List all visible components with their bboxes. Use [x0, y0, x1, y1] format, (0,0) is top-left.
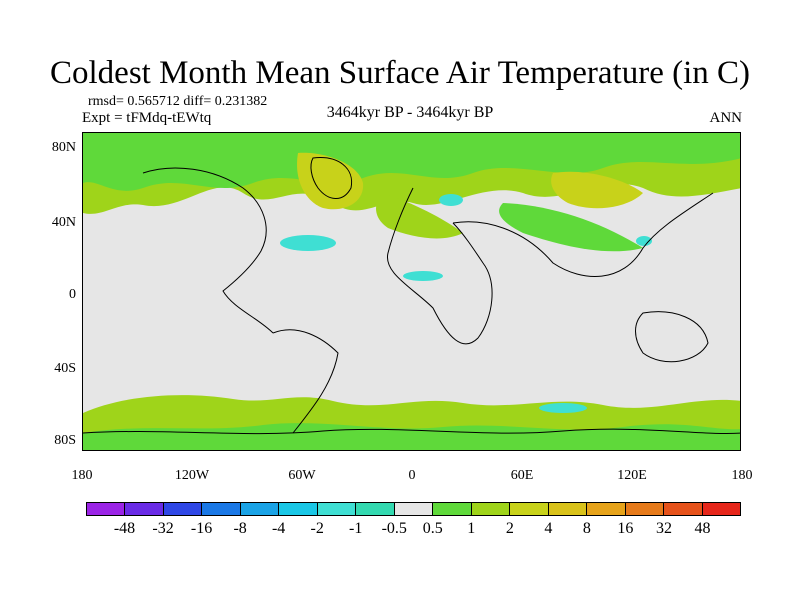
japan-cool-spot — [636, 236, 652, 246]
colorbar-label: -32 — [152, 520, 174, 537]
colorbar-label: -8 — [233, 520, 247, 537]
colorbar-label: -48 — [113, 520, 136, 537]
colorbar-swatch — [125, 503, 164, 515]
plot-title: Coldest Month Mean Surface Air Temperatu… — [50, 55, 750, 91]
colorbar-swatch — [87, 503, 126, 515]
coastlines — [83, 157, 740, 435]
map-canvas — [83, 133, 740, 450]
colorbar-label: -1 — [349, 520, 363, 537]
europe-band — [376, 193, 463, 239]
stats-label: rmsd= 0.565712 diff= 0.231382 — [88, 94, 268, 109]
colorbar-swatch — [664, 503, 703, 515]
map-panel — [82, 132, 741, 451]
colorbar-label: 32 — [655, 520, 672, 537]
atlantic-cool-spot — [280, 235, 336, 251]
y-tick-label-80s: 80S — [54, 433, 76, 448]
x-tick-label-120e: 120E — [617, 468, 647, 483]
colorbar-swatch — [356, 503, 395, 515]
colorbar-swatch — [471, 503, 511, 515]
antarctica-coast — [83, 428, 740, 435]
europe-africa-coast — [387, 187, 493, 345]
x-tick-label-60w: 60W — [288, 468, 316, 483]
x-tick-label-180w: 180 — [71, 468, 93, 483]
colorbar-label: -16 — [190, 520, 213, 537]
colorbar-label: 48 — [694, 520, 711, 537]
colorbar-swatch — [433, 503, 472, 515]
y-tick-label-40n: 40N — [51, 215, 76, 230]
season-label: ANN — [709, 110, 743, 126]
colorbar-swatch — [240, 503, 280, 515]
colorbar-swatch — [317, 503, 357, 515]
y-tick-label-80n: 80N — [51, 140, 76, 155]
x-tick-label-0: 0 — [408, 468, 416, 483]
colorbar-label: -0.5 — [381, 520, 407, 537]
colorbar-swatch — [202, 503, 241, 515]
colorbar-swatch — [587, 503, 626, 515]
y-tick-label-40s: 40S — [54, 361, 76, 376]
colorbar-label: 4 — [544, 520, 553, 537]
colorbar-swatch — [163, 503, 203, 515]
asia-cool-spot — [439, 194, 463, 206]
north-america-coast — [142, 167, 274, 334]
colorbar-swatch — [548, 503, 588, 515]
colorbar-swatch — [279, 503, 318, 515]
y-tick-label-0: 0 — [69, 287, 76, 302]
colorbar-label: 1 — [467, 520, 476, 537]
australia-coast — [635, 311, 709, 363]
colorbar-swatch — [702, 503, 740, 515]
colorbar-label: -2 — [310, 520, 324, 537]
arctic-green-patches — [83, 133, 740, 191]
colorbar-label: 8 — [582, 520, 591, 537]
africa-cool-spot — [403, 271, 443, 281]
colorbar-swatch — [625, 503, 665, 515]
experiment-label: Expt = tFMdq-tEWtq — [82, 110, 212, 126]
x-tick-label-180e: 180 — [731, 468, 753, 483]
greenland-warm-patch — [297, 152, 364, 210]
colorbar-swatch — [394, 503, 434, 515]
colorbar-label: 2 — [505, 520, 514, 537]
colorbar-label: 16 — [617, 520, 634, 537]
x-tick-label-120w: 120W — [174, 468, 210, 483]
siberia-warm-patch — [551, 171, 643, 209]
asia-coast — [452, 192, 714, 277]
greenland-coast — [310, 157, 353, 199]
x-tick-label-60e: 60E — [510, 468, 534, 483]
colorbar-swatch — [510, 503, 549, 515]
south-america-coast — [272, 329, 339, 434]
colorbar — [86, 502, 741, 516]
southern-ocean-cool-spot — [539, 403, 587, 413]
colorbar-label: 0.5 — [422, 520, 443, 537]
period-label: 3464kyr BP - 3464kyr BP — [326, 104, 494, 121]
asia-band — [499, 203, 643, 252]
colorbar-label: -4 — [271, 520, 286, 537]
